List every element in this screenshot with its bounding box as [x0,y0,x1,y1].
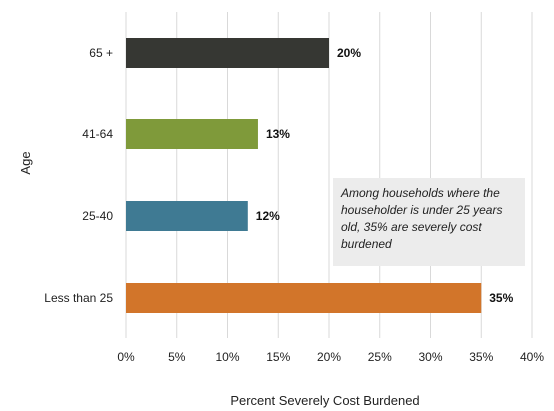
category-label: 25-40 [82,209,113,223]
x-tick-label: 0% [117,350,135,364]
annotation-box: Among households where the householder i… [333,178,525,266]
x-tick-label: 20% [317,350,341,364]
data-label: 12% [256,209,280,223]
bar [126,119,258,149]
category-labels: 65 + 41-64 25-40 Less than 25 [44,46,113,305]
value-labels: 20% 13% 12% 35% [256,46,514,305]
bar [126,201,248,231]
category-label: Less than 25 [44,291,113,305]
x-tick-label: 15% [266,350,290,364]
data-label: 20% [337,46,361,60]
data-label: 35% [489,291,513,305]
data-label: 13% [266,127,290,141]
category-label: 41-64 [82,127,113,141]
x-tick-labels: 0% 5% 10% 15% 20% 25% 30% 35% 40% [117,350,544,364]
x-tick-label: 10% [215,350,239,364]
bar [126,283,482,313]
x-tick-label: 30% [418,350,442,364]
bar [126,38,329,68]
x-tick-label: 5% [168,350,186,364]
x-tick-label: 25% [368,350,392,364]
y-axis-title: Age [18,151,33,174]
annotation-text: Among households where the householder i… [341,186,503,251]
category-label: 65 + [89,46,113,60]
x-tick-label: 40% [520,350,544,364]
x-tick-label: 35% [469,350,493,364]
bars [126,38,482,313]
x-axis-title: Percent Severely Cost Burdened [230,393,419,408]
